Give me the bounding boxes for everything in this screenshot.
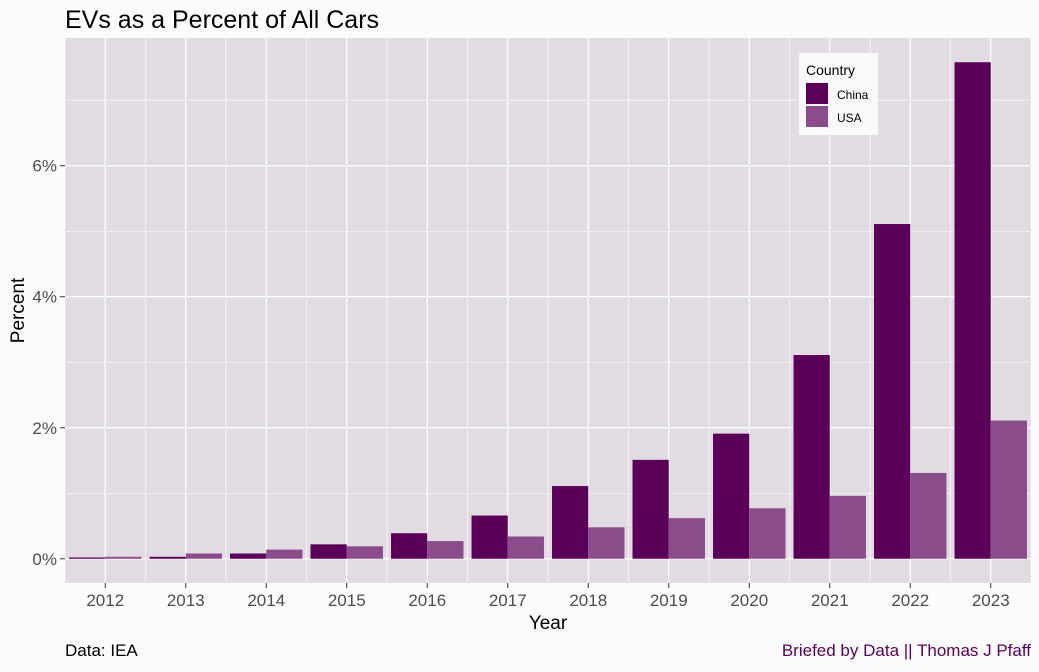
bar-usa-2021 <box>829 495 866 559</box>
x-tick-label: 2021 <box>811 591 849 610</box>
y-tick-label: 2% <box>32 419 57 438</box>
bar-usa-2014 <box>266 549 303 559</box>
bar-usa-2018 <box>588 527 625 559</box>
bar-usa-2012 <box>105 556 142 559</box>
bar-usa-2016 <box>427 541 464 559</box>
x-tick-label: 2017 <box>489 591 527 610</box>
chart-title: EVs as a Percent of All Cars <box>65 6 379 34</box>
bar-china-2022 <box>874 224 911 559</box>
y-tick-label: 4% <box>32 288 57 307</box>
bar-usa-2019 <box>668 518 705 559</box>
bar-china-2019 <box>632 459 669 559</box>
x-tick-label: 2013 <box>167 591 205 610</box>
bar-usa-2020 <box>749 508 786 559</box>
bar-china-2015 <box>310 544 347 559</box>
bar-usa-2022 <box>910 472 947 559</box>
bars <box>69 62 1027 559</box>
y-tick-label: 6% <box>32 157 57 176</box>
legend-label-usa: USA <box>837 111 862 125</box>
x-tick-label: 2018 <box>569 591 607 610</box>
legend: Country China USA <box>799 53 878 135</box>
legend-key-china <box>806 83 828 104</box>
y-axis-label: Percent <box>8 277 29 343</box>
legend-key-usa <box>806 106 828 127</box>
legend-title: Country <box>806 62 855 78</box>
minor-gridlines <box>64 38 1032 583</box>
x-axis: 2012 2013 2014 2015 2016 2017 2018 2019 2020 2021… <box>86 583 1010 610</box>
bar-china-2021 <box>793 355 830 559</box>
x-tick-label: 2016 <box>408 591 446 610</box>
legend-label-china: China <box>837 88 869 102</box>
y-tick-label: 0% <box>32 550 57 569</box>
bar-china-2018 <box>552 486 589 559</box>
x-tick-label: 2015 <box>328 591 366 610</box>
x-tick-label: 2020 <box>730 591 768 610</box>
bar-usa-2017 <box>507 536 544 559</box>
x-tick-label: 2023 <box>972 591 1010 610</box>
bar-usa-2023 <box>990 420 1027 559</box>
bar-china-2013 <box>149 556 186 559</box>
x-axis-label: Year <box>529 613 568 634</box>
x-tick-label: 2019 <box>650 591 688 610</box>
caption-credit: Briefed by Data || Thomas J Pfaff <box>782 641 1031 660</box>
x-tick-label: 2014 <box>247 591 285 610</box>
bar-usa-2015 <box>346 546 383 559</box>
x-tick-label: 2012 <box>86 591 124 610</box>
major-gridlines <box>65 38 1031 583</box>
caption-source: Data: IEA <box>65 641 138 660</box>
bar-china-2012 <box>69 557 106 559</box>
bar-china-2023 <box>954 62 991 559</box>
y-axis: 0% 2% 4% 6% <box>32 157 65 569</box>
bar-china-2016 <box>391 533 428 559</box>
bar-usa-2013 <box>185 553 222 559</box>
bar-china-2017 <box>471 515 508 559</box>
x-tick-label: 2022 <box>891 591 929 610</box>
bar-china-2014 <box>230 553 267 559</box>
bar-china-2020 <box>713 433 750 559</box>
